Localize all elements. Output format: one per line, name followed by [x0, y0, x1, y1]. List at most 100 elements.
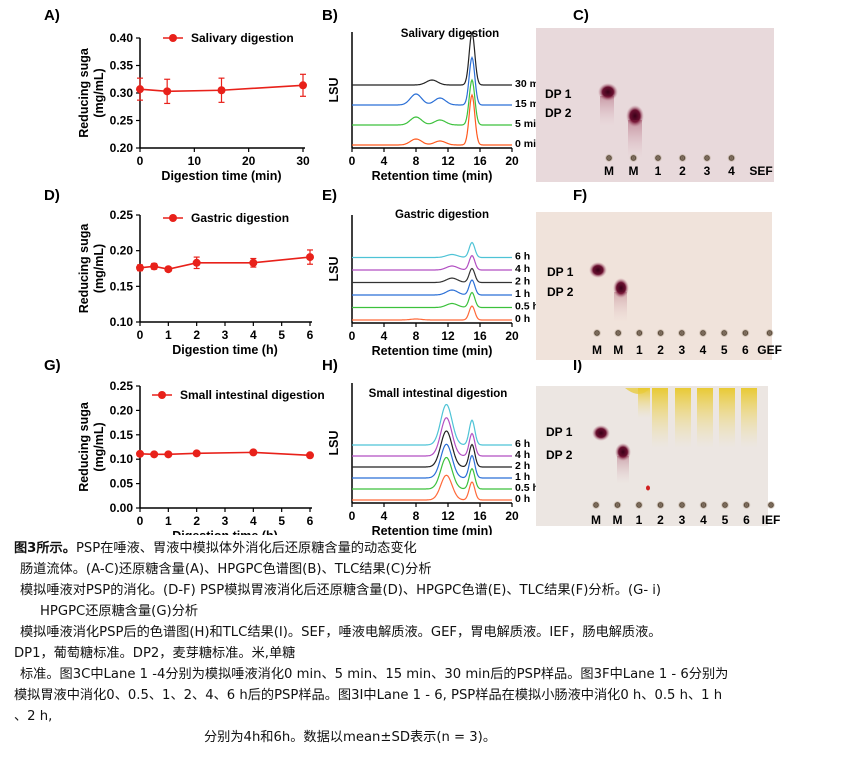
data-point	[164, 265, 173, 274]
tlc-i-dp1-label: DP 1	[546, 425, 573, 439]
tlc-lane-label: GEF	[757, 343, 782, 357]
trace-label: 2 h	[515, 460, 530, 472]
tlc-plate-i: DP 1 DP 2 M M 1 2 3 4 5 6 IEF	[536, 386, 780, 527]
caption-line-7: 标准。图3C中Lane 1 -4分别为模拟唾液消化0 min、5 min、15 …	[20, 667, 729, 682]
chart-d-gastric-reducing-sugar: 0.10 0.15 0.20 0.25 0 1 2 3 4 5 6 Digestion time (h…	[77, 208, 314, 357]
chart-a-salivary-reducing-sugar: 0.20 0.25 0.30 0.35 0.40 0 10 20 30 Digestion tim…	[77, 31, 310, 183]
data-point	[163, 87, 172, 96]
trace-label: 0.5 h	[515, 482, 539, 494]
y-tick-label: 0.15	[110, 428, 134, 442]
legend-marker	[169, 34, 177, 42]
chart-title: Gastric digestion	[395, 209, 489, 221]
caption-figure-label: 图3所示。	[14, 541, 76, 556]
tlc-lane-label: 6	[743, 513, 750, 527]
tlc-origin-ring	[704, 155, 710, 161]
tlc-origin-spot	[678, 153, 687, 163]
tlc-origin-spot	[765, 328, 774, 338]
tlc-lane-label: M	[613, 513, 623, 527]
tlc-origin-spot	[742, 500, 751, 510]
tlc-origin-spot	[629, 153, 638, 163]
x-tick-label: 20	[505, 154, 519, 168]
tlc-lane-label: IEF	[762, 513, 781, 527]
x-tick-label: 16	[473, 154, 487, 168]
tlc-lane-label: 4	[700, 343, 707, 357]
x-tick-label: 1	[165, 514, 172, 528]
tlc-origin-spot	[698, 328, 708, 338]
trace-label: 1 h	[515, 471, 530, 483]
trace-label: 0.5 h	[515, 301, 539, 313]
x-tick-label: 3	[222, 328, 229, 342]
panel-label-b: B)	[322, 7, 338, 24]
tlc-origin-ring	[655, 155, 661, 161]
tlc-origin-ring	[614, 502, 621, 508]
x-tick-label: 0	[137, 154, 144, 168]
y-tick-label: 0.30	[110, 86, 134, 100]
legend-marker	[169, 214, 177, 222]
legend-label: Small intestinal digestion	[180, 388, 325, 402]
tlc-origin-ring	[636, 330, 643, 336]
tlc-lane-label: SEF	[749, 164, 772, 178]
trace-label: 0 h	[515, 313, 530, 325]
trace-label: 6 h	[515, 251, 530, 263]
data-point	[306, 451, 314, 460]
y-axis-label-line1: Reducing suga	[77, 401, 91, 492]
tlc-origin-spot	[766, 500, 776, 510]
y-axis-label-line1: Reducing suga	[77, 47, 91, 138]
tlc-origin-ring	[679, 330, 685, 336]
chromatogram-trace	[352, 267, 512, 284]
x-tick-label: 6	[307, 328, 314, 342]
legend-label: Salivary digestion	[191, 31, 294, 45]
tlc-origin-ring	[721, 330, 727, 336]
x-tick-label: 20	[505, 509, 519, 523]
tlc-lane-label: M	[591, 513, 601, 527]
tlc-f-dp2-label: DP 2	[547, 285, 574, 299]
x-tick-label: 12	[441, 329, 455, 343]
x-axis-label: Digestion time (h)	[172, 343, 278, 357]
y-tick-label: 0.25	[110, 379, 134, 393]
tlc-origin-ring	[594, 330, 600, 336]
caption-line-8: 模拟胃液中消化0、0.5、1、2、4、6 h后的PSP样品。图3I中Lane 1…	[14, 688, 723, 703]
panel-label-f: F)	[573, 187, 587, 204]
x-tick-label: 4	[250, 328, 257, 342]
chromatogram-trace	[352, 55, 512, 106]
tlc-origin-spot	[634, 500, 644, 510]
x-tick-label: 16	[473, 329, 487, 343]
y-axis-label-line2: (mg/mL)	[92, 68, 106, 117]
x-tick-label: 0	[137, 328, 144, 342]
y-axis-label-line1: Reducing suga	[77, 223, 91, 314]
tlc-origin-ring	[630, 155, 637, 161]
tlc-origin-spot	[720, 500, 730, 510]
trace-label: 4 h	[515, 449, 530, 461]
tlc-lane-label: 2	[679, 164, 686, 178]
x-tick-label: 0	[137, 514, 144, 528]
data-point	[192, 258, 201, 267]
tlc-origin-ring	[768, 502, 774, 508]
trace-label: 6 h	[515, 438, 530, 450]
chromatogram-trace	[352, 443, 512, 479]
trace-label: 1 h	[515, 288, 530, 300]
tlc-origin-ring	[657, 330, 664, 336]
tlc-i-dp2-label: DP 2	[546, 448, 573, 462]
tlc-origin-spot	[741, 328, 750, 338]
tlc-origin-spot	[635, 328, 644, 338]
tlc-origin-spot	[656, 500, 665, 510]
chromatogram-trace	[352, 474, 512, 501]
data-point	[164, 450, 173, 459]
tlc-origin-spot	[720, 328, 729, 338]
x-tick-label: 4	[381, 509, 388, 523]
tlc-origin-ring	[766, 330, 773, 336]
x-tick-label: 30	[296, 154, 310, 168]
tlc-lane-label: 1	[636, 343, 643, 357]
chart-e-gastric-hpgpc: 0 4 8 12 16 20 Retention time (min) LSU Gastric …	[327, 209, 539, 358]
tlc-i-yellow-smear	[697, 388, 713, 448]
trace-label: 0 min	[515, 138, 542, 150]
y-axis-label-line2: (mg/mL)	[92, 422, 106, 471]
y-axis-label-line2: (mg/mL)	[92, 244, 106, 293]
y-axis-label: LSU	[327, 78, 341, 103]
tlc-origin-spot	[656, 328, 665, 338]
caption-line-3: 模拟唾液对PSP的消化。(D-F) PSP模拟胃液消化后还原糖含量(D)、HPG…	[20, 583, 662, 598]
x-tick-label: 8	[413, 509, 420, 523]
caption-line-6: DP1，葡萄糖标准。DP2，麦芽糖标准。米,单糖	[14, 646, 296, 661]
tlc-origin-ring	[679, 502, 685, 508]
tlc-origin-ring	[700, 502, 707, 508]
